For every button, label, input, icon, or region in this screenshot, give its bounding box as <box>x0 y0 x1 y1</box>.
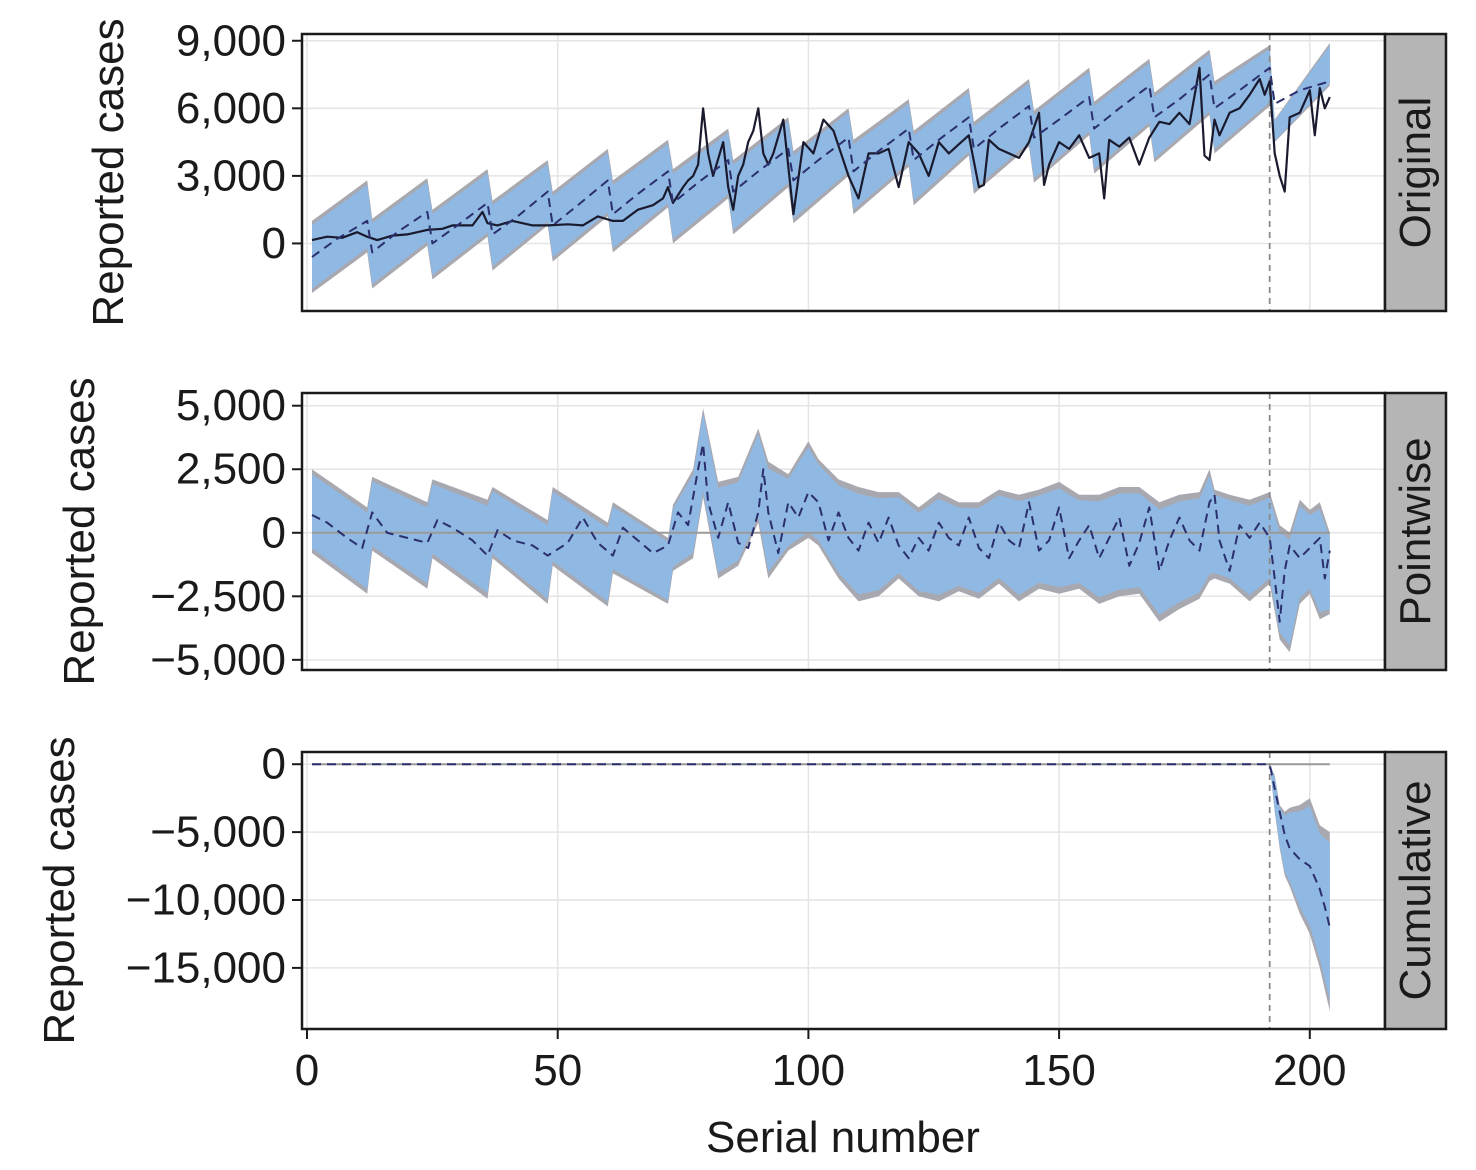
y-axis-title: Reported cases <box>55 377 104 685</box>
y-tick-label: 2,500 <box>176 445 286 494</box>
y-tick-label: 0 <box>262 219 286 268</box>
y-tick-label: 0 <box>262 740 286 789</box>
x-tick-label: 50 <box>533 1046 582 1095</box>
y-ticks: −15,000 −10,000 −5,000 0 <box>126 740 302 992</box>
strip-background <box>1383 750 1448 1031</box>
strip-label: Pointwise <box>1391 437 1440 625</box>
strip-background <box>1383 32 1448 313</box>
strip-label: Original <box>1391 97 1440 249</box>
y-tick-label: −15,000 <box>126 943 286 992</box>
strip-original: Original <box>1383 32 1448 313</box>
x-axis-title: Serial number <box>706 1113 980 1162</box>
strip-cumulative: Cumulative <box>1383 750 1448 1031</box>
y-tick-label: 0 <box>262 508 286 557</box>
panel-cumulative: −15,000 −10,000 −5,000 0 Cumulative Reporte… <box>35 736 1448 1045</box>
prediction-interval-band <box>312 43 1330 293</box>
prediction-interval-band <box>312 408 1330 653</box>
panel-background <box>302 752 1385 1029</box>
pointwise-effect-line <box>311 442 1331 623</box>
strip-pointwise: Pointwise <box>1383 391 1448 672</box>
x-tick-label: 200 <box>1273 1046 1346 1095</box>
predicted-line <box>311 66 1331 258</box>
x-axis: 0 50 100 150 200 <box>295 1029 1347 1095</box>
strip-background <box>1383 391 1448 672</box>
cumulative-effect-line <box>312 763 1331 928</box>
observed-series-line <box>311 66 1331 242</box>
x-tick-label: 150 <box>1022 1046 1095 1095</box>
series-lines <box>311 34 1331 311</box>
y-tick-label: −10,000 <box>126 876 286 925</box>
prediction-interval-inner <box>312 413 1330 645</box>
series-lines <box>312 752 1331 1029</box>
y-ticks: 0 3,000 6,000 9,000 <box>176 16 302 268</box>
y-ticks: −5,000 −2,500 0 2,500 5,000 <box>150 381 302 684</box>
y-axis-title: Reported cases <box>35 736 84 1044</box>
y-tick-label: 6,000 <box>176 84 286 133</box>
y-tick-label: −5,000 <box>150 808 286 857</box>
y-tick-label: 5,000 <box>176 381 286 430</box>
prediction-interval-band <box>1269 764 1330 1012</box>
y-tick-label: −2,500 <box>150 572 286 621</box>
y-tick-label: −5,000 <box>150 635 286 684</box>
y-axis-title: Reported cases <box>84 18 133 326</box>
series-lines <box>311 393 1331 670</box>
y-tick-label: 3,000 <box>176 151 286 200</box>
prediction-interval-inner <box>1269 764 1330 1001</box>
x-tick-label: 0 <box>295 1046 319 1095</box>
panel-pointwise: −5,000 −2,500 0 2,500 5,000 Pointwise Report… <box>55 377 1448 686</box>
panel-original: 0 3,000 6,000 9,000 Original Reported cases <box>84 16 1448 327</box>
prediction-interval-inner <box>312 45 1330 289</box>
x-tick-label: 100 <box>772 1046 845 1095</box>
y-tick-label: 9,000 <box>176 16 286 65</box>
strip-label: Cumulative <box>1391 780 1440 1000</box>
